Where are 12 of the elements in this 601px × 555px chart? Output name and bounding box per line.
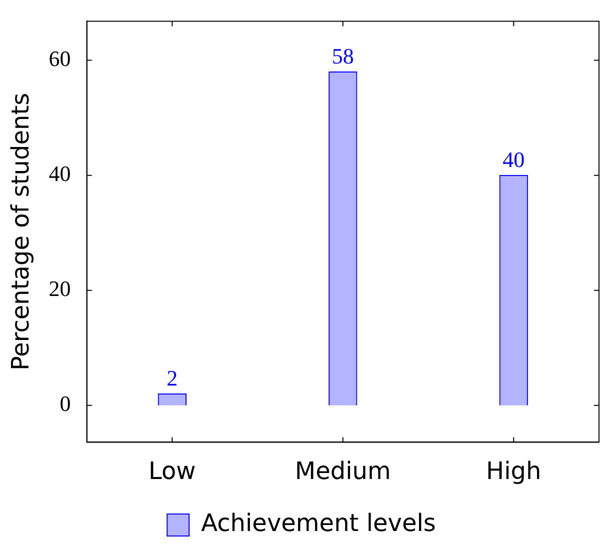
- y-tick-label: 20: [48, 276, 71, 302]
- x-tick-label: Medium: [294, 456, 391, 485]
- y-axis-title: Percentage of students: [6, 92, 35, 371]
- y-tick-label: 40: [48, 161, 71, 186]
- y-tick-label: 60: [48, 46, 71, 72]
- data-label: 58: [332, 44, 354, 69]
- x-tick-label: Low: [148, 456, 196, 485]
- data-label: 2: [166, 366, 178, 391]
- data-label: 40: [502, 147, 525, 172]
- x-tick-label: High: [486, 456, 542, 485]
- legend-label: Achievement levels: [201, 509, 436, 538]
- y-tick-label: 0: [60, 391, 71, 416]
